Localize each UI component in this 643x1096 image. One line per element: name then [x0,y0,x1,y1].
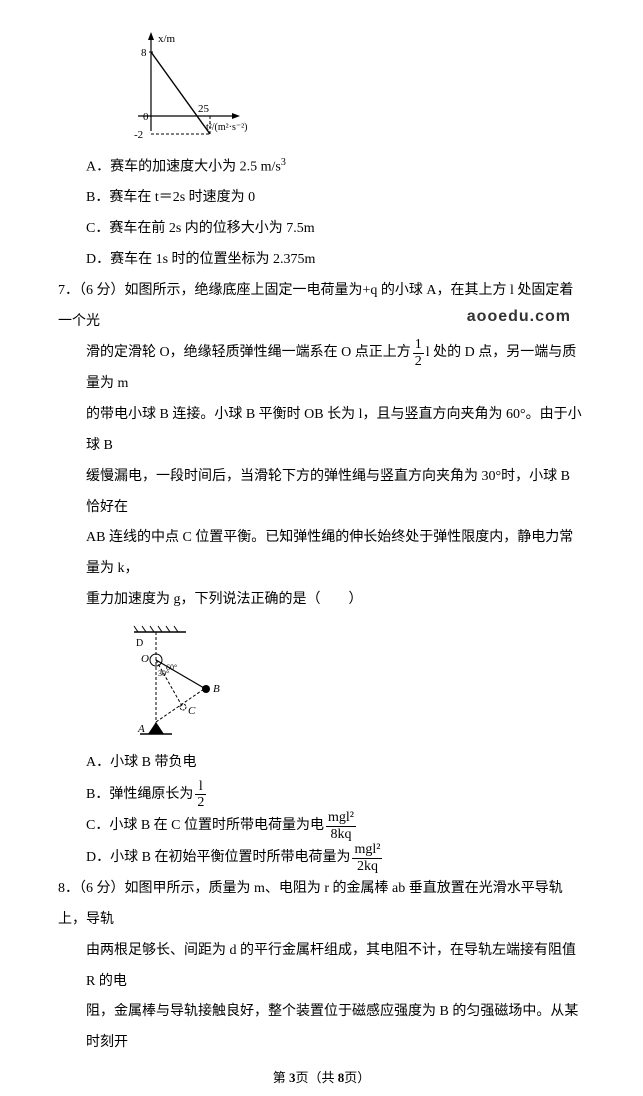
q8-stem-1: 8．（6 分）如图甲所示，质量为 m、电阻为 r 的金属棒 ab 垂直放置在光滑… [58,874,585,936]
q7-opt-c: C．小球 B 在 C 位置时所带电荷量为电mgl²8kq [58,810,585,842]
origin: 0 [143,111,149,123]
watermark: aooedu.com [467,308,571,326]
yneg: -2 [134,129,143,141]
svg-text:A: A [137,723,145,735]
q7-opt-d: D．小球 B 在初始平衡位置时所带电荷量为mgl²2kq [58,842,585,874]
y8: 8 [141,47,147,59]
q7-opt-b: B．弹性绳原长为l2 [58,779,585,811]
svg-text:D: D [136,638,143,649]
q8-stem-3: 阻，金属棒与导轨接触良好，整个装置位于磁感应强度为 B 的匀强磁场中。从某时刻开 [58,997,585,1059]
svg-text:O: O [141,653,149,665]
page-footer: 第 3页（共 8页） [58,1067,585,1086]
q7-stem-3: 的带电小球 B 连接。小球 B 平衡时 OB 长为 l，且与竖直方向夹角为 60… [58,400,585,462]
q7-diagram: D O B C 30° 60° A [58,616,585,748]
q7-opt-a: A．小球 B 带负电 [58,748,585,779]
q7-stem-1: 7．（6 分）如图所示，绝缘底座上固定一电荷量为+q 的小球 A，在其上方 l … [58,276,585,338]
ylabel: x/m [158,33,176,45]
xlabel: t²/(m²·s⁻²) [206,122,248,133]
q7-stem-2: 滑的定滑轮 O，绝缘轻质弹性绳一端系在 O 点正上方12l 处的 D 点，另一端… [58,337,585,400]
q6-opt-b: B．赛车在 t＝2s 时速度为 0 [58,183,585,214]
q6-opt-c: C．赛车在前 2s 内的位移大小为 7.5m [58,214,585,245]
q7-stem-6: 重力加速度为 g，下列说法正确的是（ ） [58,585,585,616]
svg-text:60°: 60° [166,663,177,672]
x25: 25 [198,103,210,115]
q6-opt-a: A．赛车的加速度大小为 2.5 m/s3 [58,152,585,183]
q7-stem-5: AB 连线的中点 C 位置平衡。已知弹性绳的伸长始终处于弹性限度内，静电力常量为… [58,523,585,585]
q6-graph: x/m 8 0 25 t²/(m²·s⁻²) -2 [58,20,585,152]
q7-stem-4: 缓慢漏电，一段时间后，当滑轮下方的弹性绳与竖直方向夹角为 30°时，小球 B 恰… [58,462,585,524]
svg-text:B: B [213,683,220,695]
svg-text:C: C [188,705,196,717]
q8-stem-2: 由两根足够长、间距为 d 的平行金属杆组成，其电阻不计，在导轨左端接有阻值 R … [58,936,585,998]
q6-opt-d: D．赛车在 1s 时的位置坐标为 2.375m [58,245,585,276]
